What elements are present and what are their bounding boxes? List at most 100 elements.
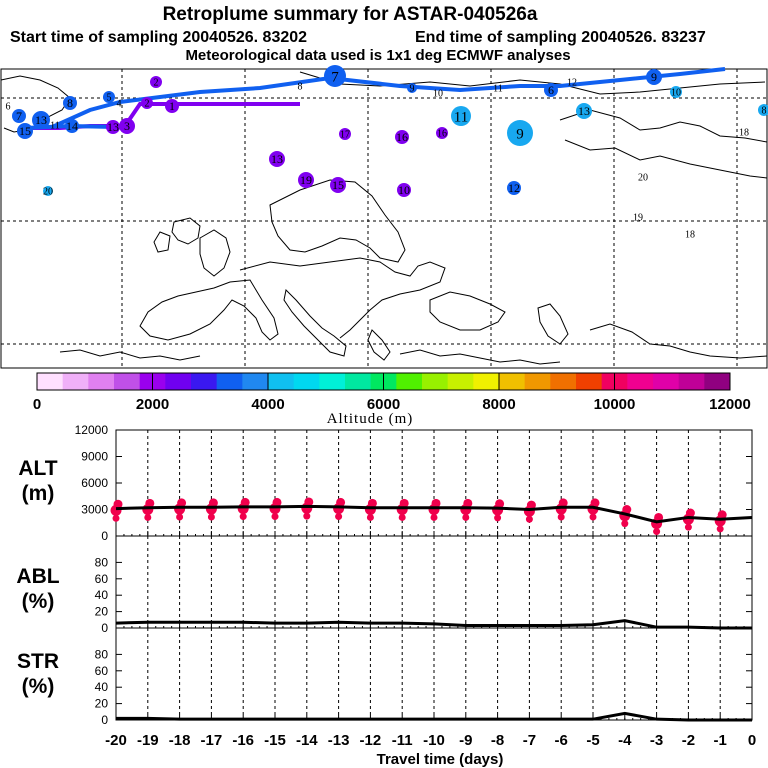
y-tick-label: 12000 — [75, 423, 109, 437]
x-tick-label: -1 — [714, 732, 727, 749]
plume-cluster-marker — [165, 99, 179, 113]
altitude-dot — [207, 513, 215, 521]
colorbar-swatch — [704, 373, 731, 390]
day-label: 4 — [117, 99, 122, 110]
y-tick-label: 0 — [101, 529, 108, 543]
plume-cluster-marker — [324, 65, 346, 87]
y-tick-label: 0 — [101, 621, 108, 635]
colorbar-swatch — [678, 373, 705, 390]
colorbar-swatch — [524, 373, 551, 390]
colorbar-swatch — [114, 373, 141, 390]
plume-cluster-marker — [507, 181, 521, 195]
altitude-dot — [684, 523, 692, 531]
x-tick-label: -2 — [682, 732, 695, 749]
x-tick-label: -19 — [137, 732, 159, 749]
day-label: 18 — [739, 128, 749, 139]
day-label: 13 — [107, 120, 119, 134]
day-label: 6 — [548, 83, 554, 97]
altitude-dot — [366, 513, 374, 521]
altitude-dot — [494, 514, 502, 522]
altitude-dot — [112, 514, 120, 522]
colorbar-label: Altitude (m) — [327, 411, 414, 427]
abl-panel-label: ABL — [16, 565, 59, 588]
series-line-str — [116, 711, 752, 722]
day-label: 5 — [107, 93, 112, 104]
altitude-dot — [271, 513, 279, 521]
x-tick-label: -7 — [523, 732, 536, 749]
y-tick-label: 6000 — [81, 476, 108, 490]
plume-cluster-marker — [43, 186, 53, 196]
altitude-dot — [621, 520, 629, 528]
day-label: 7 — [16, 109, 22, 123]
colorbar-swatch — [165, 373, 192, 390]
str-panel-unit: (%) — [22, 675, 55, 698]
plume-cluster-marker — [17, 123, 33, 139]
plume-cluster-marker — [150, 76, 162, 88]
colorbar-swatch — [627, 373, 654, 390]
day-label: 12 — [567, 78, 577, 89]
day-label: 3 — [124, 119, 130, 133]
plume-cluster-marker — [63, 96, 77, 110]
y-tick-label: 0 — [101, 713, 108, 727]
day-label: 9 — [516, 126, 524, 142]
plume-cluster-marker — [451, 106, 471, 126]
day-label: 16 — [437, 129, 447, 140]
colorbar-tick-label: 8000 — [482, 396, 515, 413]
plume-cluster-marker — [103, 91, 115, 103]
colorbar-swatch — [293, 373, 320, 390]
series-line-abl — [115, 619, 752, 630]
day-label: 2 — [154, 78, 159, 89]
day-label: 2 — [145, 99, 150, 110]
colorbar-swatch — [447, 373, 474, 390]
y-tick-label: 9000 — [81, 450, 108, 464]
plume-cluster-marker — [646, 69, 662, 85]
day-label: 10 — [398, 183, 410, 197]
colorbar-swatch — [576, 373, 603, 390]
altitude-dot — [462, 513, 470, 521]
y-tick-label: 60 — [95, 572, 109, 586]
x-axis-label: Travel time (days) — [377, 751, 504, 768]
plume-cluster-marker — [576, 103, 592, 119]
plume-cluster-marker — [106, 120, 120, 134]
day-label: 11 — [454, 109, 468, 125]
day-label: 7 — [331, 69, 339, 85]
colorbar-swatch — [191, 373, 218, 390]
day-label: 10 — [671, 88, 681, 99]
plume-cluster-marker — [339, 128, 351, 140]
plume-cluster-marker — [436, 127, 448, 139]
x-tick-label: -12 — [360, 732, 382, 749]
day-label: 11 — [50, 121, 60, 132]
day-label: 15 — [19, 124, 31, 138]
colorbar-swatch — [422, 373, 449, 390]
colorbar-tick-label: 0 — [33, 396, 41, 413]
day-label: 20 — [638, 173, 648, 184]
day-label: 18 — [685, 230, 695, 241]
colorbar-swatch — [216, 373, 243, 390]
colorbar-swatch — [242, 373, 269, 390]
plume-cluster-marker — [298, 172, 314, 188]
str-panel-label: STR — [17, 650, 59, 673]
y-tick-label: 40 — [95, 588, 109, 602]
day-label: 8 — [298, 82, 303, 93]
alt-panel-unit: (m) — [22, 482, 55, 505]
coastlines — [0, 71, 768, 365]
colorbar-swatch — [653, 373, 680, 390]
start-time-label: Start time of sampling 20040526. 83202 — [10, 29, 307, 46]
plume-cluster-marker — [544, 83, 558, 97]
colorbar-swatch — [88, 373, 115, 390]
alt-panel-label: ALT — [18, 457, 57, 480]
x-tick-label: -3 — [650, 732, 663, 749]
plume-cluster-marker — [119, 118, 135, 134]
colorbar-swatch — [319, 373, 346, 390]
x-tick-label: -14 — [296, 732, 318, 749]
x-tick-label: -13 — [328, 732, 350, 749]
day-label: 13 — [35, 113, 47, 127]
day-label: 8 — [762, 106, 767, 117]
day-label: 10 — [433, 89, 443, 100]
day-label: 20 — [43, 187, 53, 198]
plume-cluster-marker — [758, 104, 768, 116]
day-label: 14 — [66, 119, 78, 133]
colorbar-swatch — [37, 373, 64, 390]
map-frame — [0, 68, 768, 369]
